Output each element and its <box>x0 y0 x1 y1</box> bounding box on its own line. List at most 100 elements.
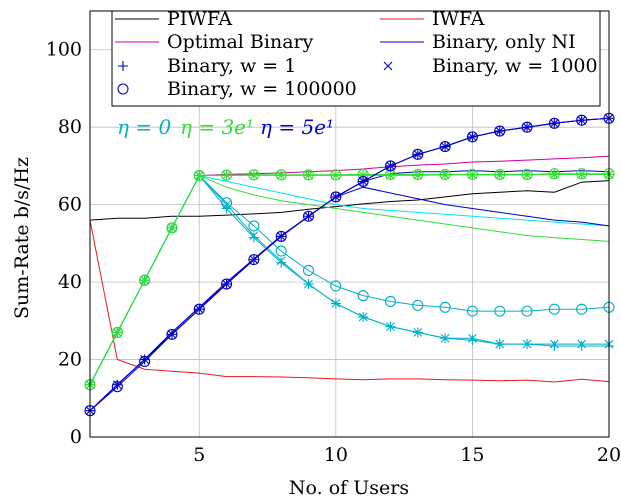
eta-annotation: η = 5e¹ <box>260 115 334 139</box>
data-point <box>357 175 369 187</box>
y-axis-label: Sum-Rate b/s/Hz <box>11 157 33 319</box>
x-tick-label: 20 <box>597 444 621 466</box>
data-point <box>384 160 397 172</box>
legend-entry: Binary, w = 1000 <box>383 55 598 77</box>
y-tick-label: 60 <box>58 194 82 216</box>
data-point <box>577 170 587 179</box>
series-12 <box>84 112 615 417</box>
data-point <box>330 169 342 181</box>
series-line <box>89 173 609 385</box>
series-0 <box>89 180 610 221</box>
data-point <box>495 339 505 349</box>
data-point <box>302 264 315 277</box>
y-tick-label: 80 <box>58 116 82 138</box>
legend-label: Binary, w = 1 <box>167 55 296 77</box>
data-point <box>248 169 260 181</box>
data-point <box>248 220 260 232</box>
series-5 <box>85 171 614 390</box>
data-point <box>576 114 588 126</box>
series-7 <box>85 169 614 390</box>
data-point <box>386 170 395 180</box>
data-point <box>111 326 123 338</box>
data-point <box>221 278 233 290</box>
data-point <box>576 303 588 315</box>
data-point <box>166 328 178 340</box>
eta-annotation: η = 3e¹ <box>180 115 254 139</box>
data-point <box>413 170 423 180</box>
series-line <box>89 173 609 385</box>
data-point <box>548 117 560 129</box>
data-point <box>466 168 478 180</box>
data-point <box>248 232 259 243</box>
legend-entry: Binary, w = 100000 <box>117 78 357 100</box>
data-point <box>494 125 506 137</box>
legend-entry: Optimal Binary <box>115 31 314 53</box>
data-point <box>548 303 560 315</box>
legend-label: IWFA <box>432 8 485 30</box>
data-point <box>439 168 451 180</box>
data-point <box>330 280 342 292</box>
legend-entry: IWFA <box>380 8 485 30</box>
series-line <box>89 186 610 412</box>
data-point <box>248 254 260 266</box>
data-point <box>275 230 287 242</box>
legend-label: PIWFA <box>167 8 232 30</box>
data-point <box>521 305 533 317</box>
series-15 <box>89 186 610 412</box>
data-point <box>166 222 178 234</box>
data-point <box>413 328 423 337</box>
series-line <box>89 175 610 385</box>
data-point <box>386 322 395 332</box>
legend-label: Binary, w = 100000 <box>167 78 357 100</box>
legend-marker <box>383 61 393 71</box>
data-point <box>412 299 424 311</box>
data-point <box>358 312 368 322</box>
data-point <box>304 279 313 289</box>
data-point <box>466 131 478 143</box>
data-point <box>384 295 397 308</box>
data-point <box>549 340 560 351</box>
series-line <box>89 117 610 412</box>
data-point <box>275 169 287 181</box>
data-point <box>331 299 341 308</box>
data-point <box>358 170 368 180</box>
series-13 <box>89 175 610 385</box>
legend-marker <box>117 83 129 95</box>
data-point <box>221 169 233 181</box>
series-line <box>89 220 610 383</box>
legend-box <box>111 10 601 107</box>
data-point <box>549 170 559 179</box>
y-tick-label: 20 <box>58 349 82 371</box>
data-point <box>466 305 478 317</box>
data-point <box>439 301 451 313</box>
data-point <box>576 340 587 351</box>
data-point <box>276 257 287 268</box>
series-line <box>89 117 610 412</box>
data-point <box>548 168 560 180</box>
legend-entry: Binary, only NI <box>380 31 576 53</box>
data-point <box>330 191 342 203</box>
y-tick-label: 100 <box>46 39 82 61</box>
data-point <box>412 148 424 160</box>
series-8 <box>85 170 614 390</box>
data-point <box>302 169 315 181</box>
legend-label: Binary, only NI <box>432 31 576 53</box>
data-point <box>302 210 315 222</box>
data-point <box>577 339 587 349</box>
data-point <box>139 274 151 286</box>
data-point <box>111 381 123 393</box>
data-point <box>439 140 451 153</box>
x-tick-label: 15 <box>460 444 484 466</box>
x-axis-label: No. of Users <box>289 477 409 499</box>
series-line <box>89 180 610 221</box>
data-point <box>193 170 205 182</box>
data-point <box>221 197 233 209</box>
data-point <box>521 121 533 133</box>
y-tick-label: 0 <box>70 426 82 448</box>
legend-label: Optimal Binary <box>167 31 314 53</box>
legend-entry: Binary, w = 1 <box>118 55 296 77</box>
data-point <box>193 303 205 315</box>
legend-entry: PIWFA <box>115 8 232 30</box>
data-point <box>467 335 478 346</box>
